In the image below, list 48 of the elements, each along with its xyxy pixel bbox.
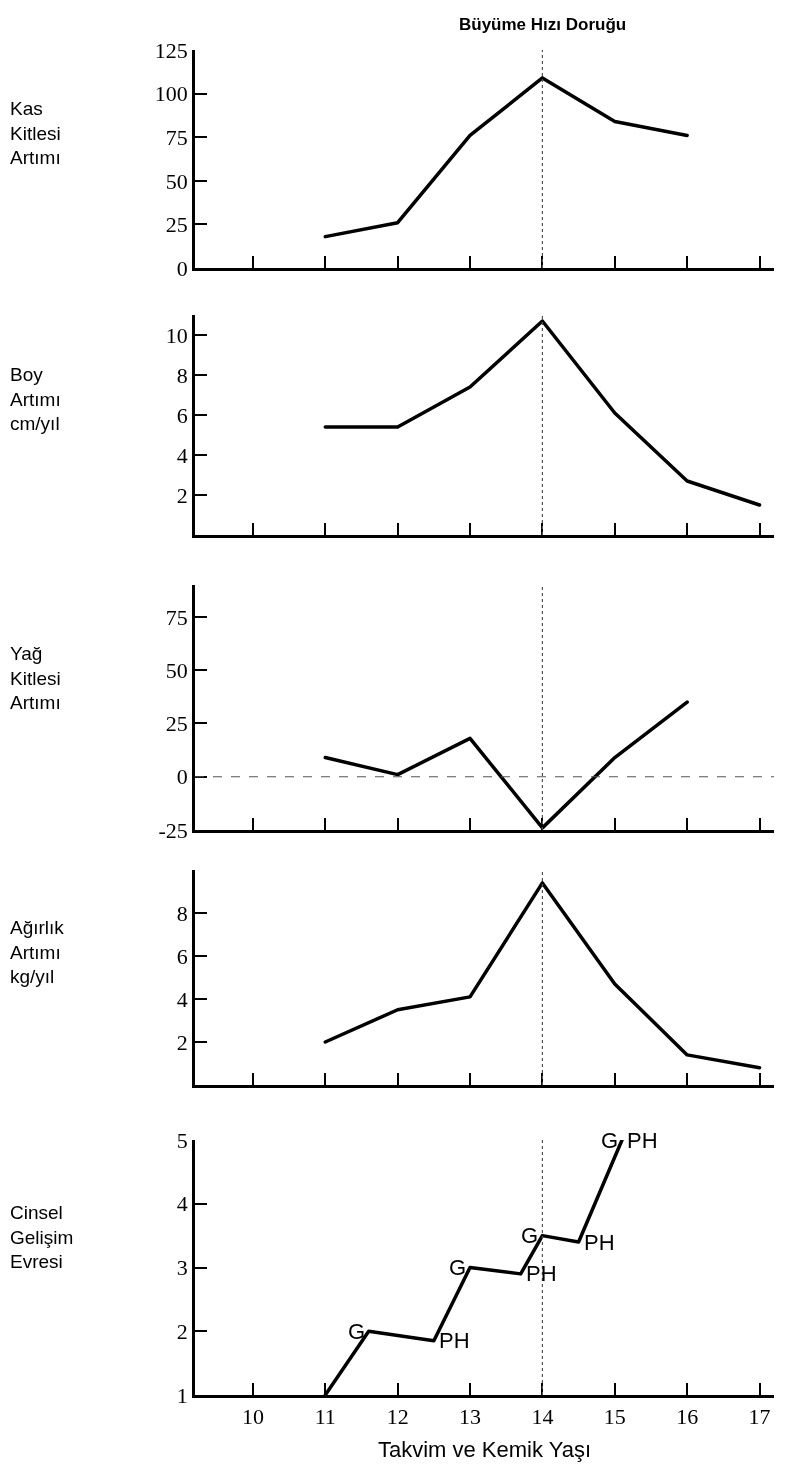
y-tick-label: 8 [176, 362, 188, 388]
y-tick-label: 3 [176, 1255, 188, 1281]
y-tick-label: 6 [176, 943, 188, 969]
y-tick-label: 4 [176, 986, 188, 1012]
y-tick-label: 2 [176, 482, 188, 508]
y-tick-label: 2 [176, 1029, 188, 1055]
annotation: G [521, 1223, 539, 1248]
y-tick-label: 2 [176, 1318, 188, 1344]
y-axis-title: Boy Artımı cm/yıl [10, 364, 61, 435]
y-tick-label: 25 [165, 711, 188, 737]
y-tick-label: -25 [158, 817, 188, 843]
y-tick-label: 0 [176, 255, 188, 281]
y-tick-label: 10 [165, 322, 188, 348]
y-tick-label: 0 [176, 764, 188, 790]
y-tick-label: 5 [176, 1127, 188, 1153]
y-tick-label: 1 [176, 1382, 188, 1408]
y-tick-label: 8 [176, 900, 188, 926]
annotation: G [601, 1128, 619, 1153]
x-axis-title: Takvim ve Kemik Yaşı [377, 1437, 592, 1463]
y-tick-label: 50 [165, 168, 188, 194]
x-tick-label: 16 [676, 1404, 699, 1430]
x-tick-label: 12 [386, 1404, 409, 1430]
y-tick-label: 4 [176, 1191, 188, 1217]
x-tick-label: 13 [459, 1404, 482, 1430]
y-axis-title: Yağ Kitlesi Artımı [10, 643, 61, 714]
annotation: PH [627, 1128, 658, 1153]
y-tick-label: 4 [176, 442, 188, 468]
y-tick-label: 75 [165, 604, 188, 630]
annotation: G [348, 1319, 366, 1344]
x-tick-label: 15 [603, 1404, 626, 1430]
annotation: G [449, 1255, 467, 1280]
y-tick-label: 100 [154, 81, 188, 107]
y-axis-title: Cinsel Gelişim Evresi [10, 1202, 74, 1273]
y-axis-title: Kas Kitlesi Artımı [10, 98, 61, 169]
y-tick-label: 50 [165, 657, 188, 683]
y-axis-title: Ağırlık Artımı kg/yıl [10, 917, 65, 988]
y-tick-label: 75 [165, 124, 188, 150]
x-tick-label: 11 [314, 1404, 336, 1430]
ref-line-label: Büyüme Hızı Doruğu [459, 15, 627, 34]
x-tick-label: 10 [241, 1404, 264, 1430]
y-tick-label: 6 [176, 402, 188, 428]
y-tick-label: 125 [154, 37, 188, 63]
y-tick-label: 25 [165, 212, 188, 238]
annotation: PH [584, 1230, 615, 1255]
annotation: PH [526, 1261, 557, 1286]
x-tick-label: 17 [748, 1404, 771, 1430]
annotation: PH [439, 1328, 470, 1353]
x-tick-label: 14 [531, 1404, 554, 1430]
